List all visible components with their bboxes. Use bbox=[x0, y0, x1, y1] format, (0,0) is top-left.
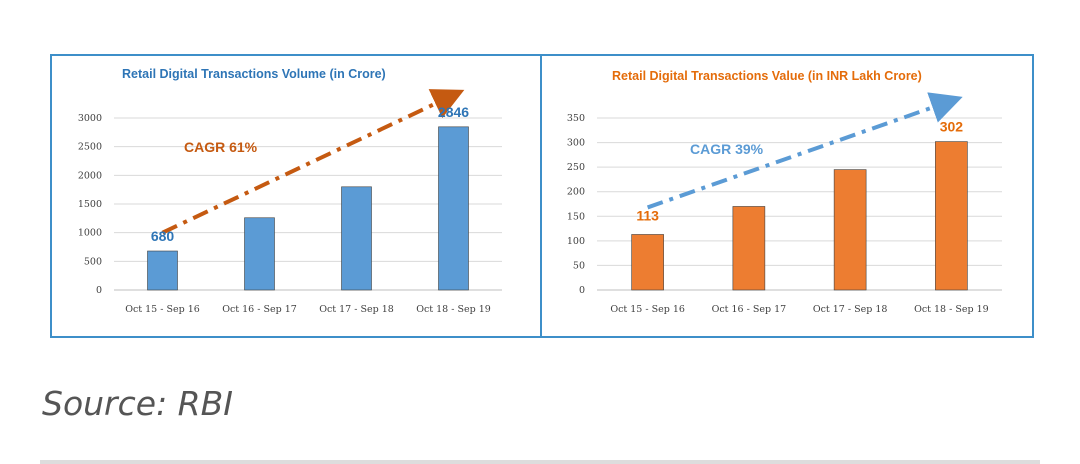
bar bbox=[341, 186, 372, 291]
bar bbox=[244, 217, 275, 291]
chart-title: Retail Digital Transactions Volume (in C… bbox=[122, 67, 386, 81]
y-tick-label: 200 bbox=[567, 187, 585, 198]
trend-arrow bbox=[646, 92, 963, 210]
trend-arrow bbox=[161, 89, 465, 235]
x-tick-label: Oct 15 - Sep 16 bbox=[610, 304, 685, 315]
cagr-label: CAGR 61% bbox=[184, 139, 258, 155]
y-tick-label: 3000 bbox=[78, 113, 102, 124]
bar bbox=[732, 206, 766, 291]
x-tick-label: Oct 17 - Sep 18 bbox=[813, 304, 888, 315]
data-label: 302 bbox=[940, 119, 964, 135]
x-tick-label: Oct 16 - Sep 17 bbox=[712, 304, 787, 315]
volume-chart: Retail Digital Transactions Volume (in C… bbox=[78, 67, 502, 315]
x-tick-label: Oct 15 - Sep 16 bbox=[125, 304, 200, 315]
y-tick-label: 300 bbox=[567, 138, 585, 149]
data-label: 680 bbox=[151, 228, 175, 244]
chart-title: Retail Digital Transactions Value (in IN… bbox=[612, 69, 922, 83]
y-tick-label: 350 bbox=[567, 113, 585, 124]
data-label: 2846 bbox=[438, 104, 469, 120]
cagr-label: CAGR 39% bbox=[690, 141, 764, 157]
y-tick-label: 0 bbox=[579, 285, 585, 296]
y-tick-label: 1500 bbox=[78, 199, 102, 210]
figure: Retail Digital Transactions Volume (in C… bbox=[50, 54, 1034, 338]
bar bbox=[147, 250, 178, 291]
value-chart-panel: Retail Digital Transactions Value (in IN… bbox=[540, 54, 1034, 338]
source-caption: Source: RBI bbox=[42, 384, 233, 423]
divider bbox=[40, 460, 1040, 464]
x-tick-label: Oct 18 - Sep 19 bbox=[416, 304, 491, 315]
data-label: 113 bbox=[636, 207, 659, 223]
bar bbox=[631, 234, 664, 291]
y-tick-label: 2500 bbox=[78, 142, 102, 153]
y-tick-label: 1000 bbox=[78, 228, 102, 239]
y-tick-label: 50 bbox=[573, 260, 585, 271]
x-tick-label: Oct 17 - Sep 18 bbox=[319, 304, 394, 315]
y-tick-label: 150 bbox=[567, 211, 585, 222]
x-tick-label: Oct 16 - Sep 17 bbox=[222, 304, 297, 315]
y-tick-label: 2000 bbox=[78, 170, 102, 181]
bar bbox=[438, 126, 469, 291]
bar bbox=[935, 141, 968, 291]
volume-chart-panel: Retail Digital Transactions Volume (in C… bbox=[50, 54, 542, 338]
x-tick-label: Oct 18 - Sep 19 bbox=[914, 304, 989, 315]
y-tick-label: 250 bbox=[567, 162, 585, 173]
bar bbox=[833, 169, 867, 291]
value-chart: Retail Digital Transactions Value (in IN… bbox=[567, 69, 1002, 315]
y-tick-label: 0 bbox=[96, 285, 102, 296]
y-tick-label: 500 bbox=[84, 256, 102, 267]
y-tick-label: 100 bbox=[567, 236, 585, 247]
